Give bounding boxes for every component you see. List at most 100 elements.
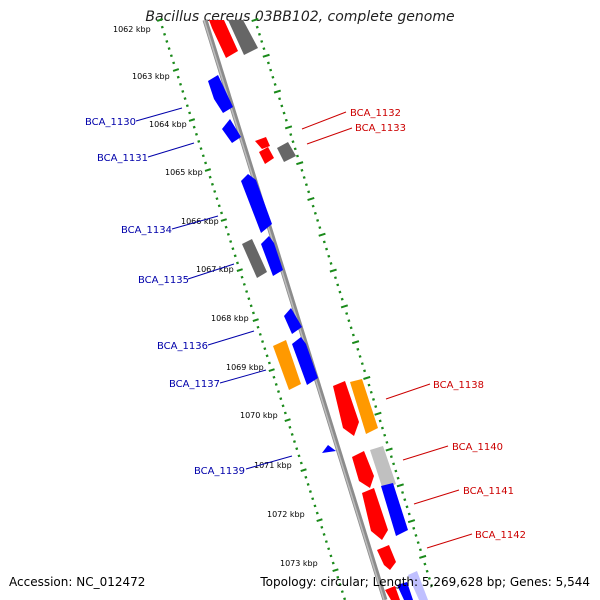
kbp-label: 1071 kbp — [254, 461, 292, 470]
ring-tick — [271, 75, 275, 79]
gene-label[interactable]: BCA_1139 — [194, 466, 245, 477]
ring-tick — [419, 554, 427, 559]
gene-arrow[interactable] — [228, 20, 258, 55]
gene-arrow[interactable] — [241, 174, 272, 233]
gene-label[interactable]: BCA_1132 — [350, 108, 401, 119]
ring-tick — [167, 47, 171, 50]
gene-label[interactable]: BCA_1141 — [463, 486, 514, 497]
gene-label[interactable]: BCA_1131 — [97, 153, 148, 164]
ring-tick — [311, 204, 315, 208]
ring-tick — [268, 368, 275, 372]
gene-arrow[interactable] — [352, 451, 374, 488]
ring-tick — [213, 190, 217, 193]
ring-tick — [249, 304, 253, 308]
gene-arrow[interactable] — [397, 582, 413, 600]
gene-arrow[interactable] — [277, 142, 296, 162]
gene-label[interactable]: BCA_1134 — [121, 225, 172, 236]
gene-arrow[interactable] — [381, 483, 408, 536]
ring-tick — [334, 276, 337, 280]
ring-tick — [278, 97, 282, 101]
ring-tick — [369, 390, 373, 394]
ring-tick — [336, 575, 340, 579]
ring-tick — [351, 333, 355, 337]
ring-tick — [338, 290, 342, 294]
gene-arrow[interactable] — [242, 239, 267, 278]
ring-tick — [236, 261, 239, 265]
ring-tick — [332, 568, 339, 573]
ring-tick — [356, 347, 360, 351]
ring-tick — [304, 183, 308, 187]
gene-arrow[interactable] — [284, 308, 302, 334]
kbp-label: 1067 kbp — [196, 265, 234, 274]
ring-tick — [172, 68, 180, 72]
ring-tick — [416, 541, 420, 545]
gene-arrow[interactable] — [259, 147, 274, 164]
gene-arrow[interactable] — [273, 340, 301, 390]
gene-arrow[interactable] — [322, 445, 336, 453]
gene-arrow[interactable] — [377, 545, 396, 570]
ring-tick — [288, 425, 292, 429]
ring-tick — [316, 219, 320, 222]
summary-text: Topology: circular; Length: 5,269,628 bp… — [260, 575, 590, 589]
ring-tick — [160, 25, 164, 29]
ring-tick — [320, 525, 324, 529]
ring-tick — [307, 196, 315, 201]
gene-label[interactable]: BCA_1138 — [433, 380, 484, 391]
ring-tick — [274, 382, 278, 386]
gene-arrow[interactable] — [208, 75, 233, 113]
gene-arrow[interactable] — [362, 488, 388, 540]
ring-tick — [226, 232, 230, 236]
gene-label[interactable]: BCA_1140 — [452, 442, 503, 453]
ring-tick — [217, 204, 221, 208]
ring-tick — [331, 561, 335, 565]
gene-label[interactable]: BCA_1135 — [138, 275, 189, 286]
ring-tick — [199, 147, 203, 151]
ring-tick — [300, 468, 307, 473]
ring-tick — [269, 68, 273, 72]
ring-tick — [289, 133, 293, 136]
ring-tick — [194, 132, 198, 136]
ring-tick — [425, 569, 429, 573]
ring-tick — [412, 526, 416, 530]
outer-tick-ring — [156, 18, 347, 600]
ring-tick — [324, 540, 328, 544]
ring-tick — [260, 40, 264, 43]
ring-tick — [329, 261, 333, 265]
gene-arrow[interactable] — [385, 586, 400, 600]
gene-arrow[interactable] — [261, 236, 283, 276]
gene-arrow[interactable] — [255, 137, 270, 149]
ring-tick — [224, 225, 228, 229]
gene-arrow[interactable] — [333, 381, 359, 436]
ring-tick — [281, 404, 285, 408]
ring-tick — [163, 32, 167, 36]
kbp-label: 1064 kbp — [149, 120, 187, 129]
ring-tick — [322, 240, 326, 244]
ring-tick — [345, 312, 349, 315]
ring-tick — [220, 211, 224, 215]
ring-tick — [329, 268, 337, 273]
gene-arrow[interactable] — [408, 571, 428, 600]
gene-label[interactable]: BCA_1133 — [355, 123, 406, 134]
gene-arrow[interactable] — [209, 20, 238, 58]
ring-tick — [378, 419, 382, 423]
gene-arrow[interactable] — [370, 446, 396, 490]
gene-arrow[interactable] — [350, 379, 378, 434]
ring-tick — [306, 483, 310, 486]
gene-label[interactable]: BCA_1142 — [475, 530, 526, 541]
ring-tick — [418, 548, 422, 552]
ring-tick — [401, 491, 405, 494]
ring-tick — [261, 340, 265, 343]
ring-tick — [313, 211, 317, 215]
ring-tick — [233, 254, 237, 258]
gene-label[interactable]: BCA_1130 — [85, 117, 136, 128]
ring-tick — [204, 168, 212, 172]
gene-arrow[interactable] — [292, 337, 318, 385]
ring-tick — [430, 584, 434, 587]
gene-arrow[interactable] — [222, 119, 241, 143]
ring-tick — [283, 411, 287, 415]
gene-label[interactable]: BCA_1137 — [169, 379, 220, 390]
ring-tick — [188, 111, 192, 115]
gene-label[interactable]: BCA_1136 — [157, 341, 208, 352]
ring-tick — [188, 118, 196, 122]
ring-tick — [374, 411, 382, 416]
